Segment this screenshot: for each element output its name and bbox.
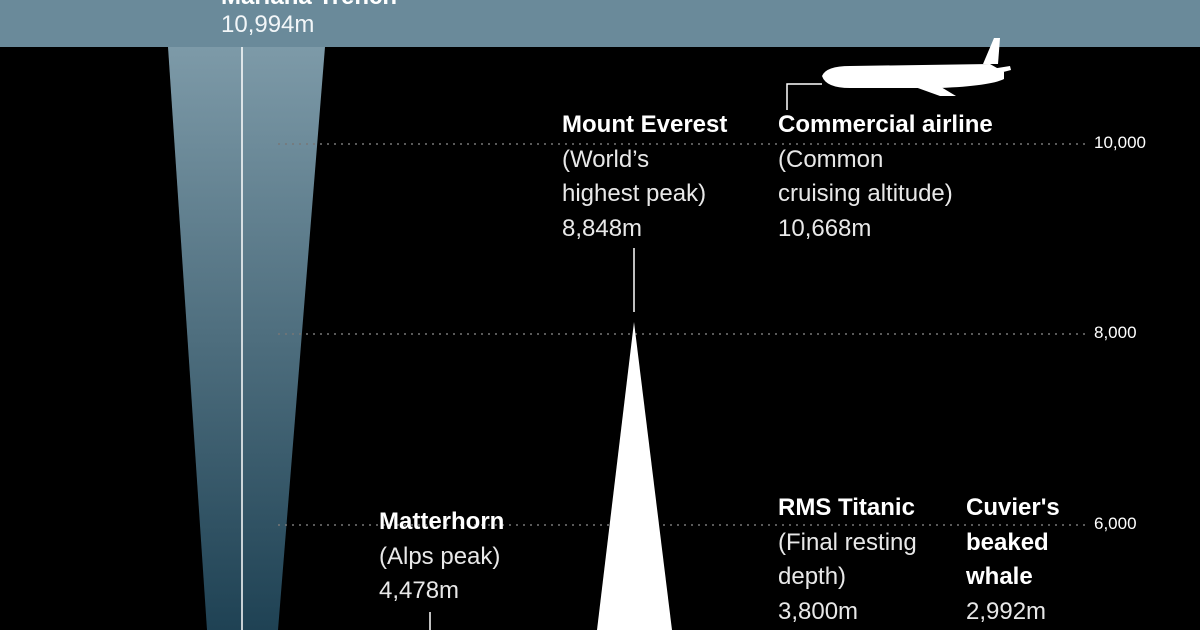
everest-label: Mount Everest (World’s highest peak) 8,8… (562, 108, 727, 246)
airline-label: Commercial airline (Common cruising alti… (778, 108, 993, 246)
whale-name-line-2: beaked (966, 528, 1049, 556)
airline-desc-line-1: (Common (778, 145, 884, 173)
whale-name-line-3: whale (966, 563, 1033, 590)
titanic-label: RMS Titanic (Final resting depth) 3,800m (778, 491, 917, 629)
airline-altitude: 10,668m (778, 214, 872, 242)
airline-desc-line-2: cruising altitude) (778, 180, 953, 207)
titanic-name: RMS Titanic (778, 494, 915, 521)
matterhorn-name: Matterhorn (379, 508, 505, 535)
titanic-desc-line-1: (Final resting (778, 528, 917, 556)
ocean-surface (0, 0, 1200, 47)
titanic-depth: 3,800m (778, 597, 859, 625)
titanic-desc-line-2: depth) (778, 563, 847, 590)
airline-marker-line (786, 83, 822, 110)
whale-depth: 2,992m (966, 597, 1047, 625)
scale-tick-10000: 10,000 (1094, 133, 1146, 152)
everest-height: 8,848m (562, 214, 643, 242)
everest-name: Mount Everest (562, 111, 728, 138)
everest-desc-line-1: (World’s (562, 145, 650, 173)
airplane-icon (822, 38, 1011, 96)
whale-name-line-1: Cuvier's (966, 494, 1060, 521)
scale-tick-8000: 8,000 (1094, 323, 1137, 342)
trench-value: 10,994m (221, 11, 315, 38)
matterhorn-desc: (Alps peak) (379, 542, 501, 570)
matterhorn-height: 4,478m (379, 577, 460, 604)
matterhorn-label: Matterhorn (Alps peak) 4,478m (379, 505, 504, 609)
trench-name: Mariana Trench (221, 0, 397, 10)
airline-name: Commercial airline (778, 111, 993, 138)
mariana-trench-shape (168, 47, 325, 630)
mount-everest-shape (597, 322, 672, 630)
scale-tick-6000: 6,000 (1094, 514, 1137, 533)
everest-desc-line-2: highest peak) (562, 180, 707, 207)
whale-label: Cuvier's beaked whale 2,992m (966, 491, 1060, 629)
